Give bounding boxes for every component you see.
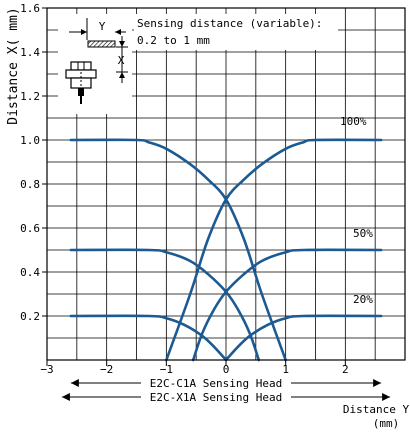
range-arrow-e2c-x1a: E2C-X1A Sensing Head <box>61 389 391 404</box>
sensor-y-arrowhead-right <box>115 29 121 35</box>
x-tick-label: −1 <box>160 363 173 376</box>
sensor-head-top <box>70 61 92 71</box>
range-arrow-e2c-c1a-right-head <box>373 379 382 387</box>
y-tick-label: 1.0 <box>20 134 40 147</box>
sensor-target-plate <box>87 40 116 48</box>
frame-layer <box>42 7 406 366</box>
range-arrow-e2c-x1a-label-bg <box>141 389 291 403</box>
annotation-line-2: 0.2 to 1 mm <box>137 34 210 47</box>
sensor-x-arrowhead-bottom <box>119 72 125 78</box>
x-tick-label: 2 <box>342 363 349 376</box>
series-50pct-right-curve <box>191 248 383 362</box>
sensor-cable-sleeve <box>78 88 84 96</box>
y-axis-title: Distance X( mm) <box>6 7 21 124</box>
series-20pct-right-curve <box>224 314 383 362</box>
y-tick-label: 0.6 <box>20 222 40 235</box>
y-tick-label: 1.6 <box>20 2 40 15</box>
x-tick-label: −2 <box>100 363 113 376</box>
x-tick-label: −3 <box>40 363 53 376</box>
y-tick-label: 1.2 <box>20 90 40 103</box>
range-arrow-e2c-x1a-label: E2C-X1A Sensing Head <box>150 391 282 404</box>
x-tick-label: 0 <box>223 363 230 376</box>
series-label-20: 20% <box>353 293 373 306</box>
annotation-line-1: Sensing distance (variable): <box>137 17 322 30</box>
sensor-head-body <box>70 77 92 89</box>
y-tick-label: 0.8 <box>20 178 40 191</box>
series-100pct-right-curve <box>165 138 383 362</box>
range-arrow-e2c-x1a-right-head <box>382 393 391 401</box>
sensor-diagram: Y X <box>58 14 132 114</box>
y-tick-label: 0.2 <box>20 310 40 323</box>
range-arrow-e2c-c1a-label-bg <box>141 375 291 389</box>
series-20pct-left-curve <box>69 314 228 362</box>
series-label-100: 100% <box>340 115 367 128</box>
sensor-x-label: X <box>118 54 125 67</box>
range-arrow-e2c-c1a-label: E2C-C1A Sensing Head <box>150 377 282 390</box>
sensor-y-arrowhead-left <box>81 29 87 35</box>
range-arrow-e2c-c1a-left-head <box>70 379 79 387</box>
y-tick-label: 1.4 <box>20 46 40 59</box>
x-tick-label: 1 <box>282 363 289 376</box>
series-layer <box>69 138 383 362</box>
annotation-background <box>134 14 338 50</box>
sensor-y-label: Y <box>99 20 106 33</box>
tick-label-layer: −3 −2 −1 0 1 2 0.2 0.4 0.6 0.8 1.0 1.2 1.4 1.6 <box>20 2 349 376</box>
series-100pct-left-curve <box>69 138 287 362</box>
y-tick-label: 0.4 <box>20 266 40 279</box>
range-arrow-e2c-c1a: E2C-C1A Sensing Head <box>70 375 382 390</box>
sensor-x-arrowhead-top <box>119 41 125 47</box>
series-50pct-left-curve <box>69 248 261 362</box>
distance-y-label: Distance Y <box>343 403 410 416</box>
grid-layer <box>47 8 405 360</box>
distance-y-unit: (mm) <box>373 417 400 430</box>
series-label-50: 50% <box>353 227 373 240</box>
range-arrow-e2c-x1a-left-head <box>61 393 70 401</box>
